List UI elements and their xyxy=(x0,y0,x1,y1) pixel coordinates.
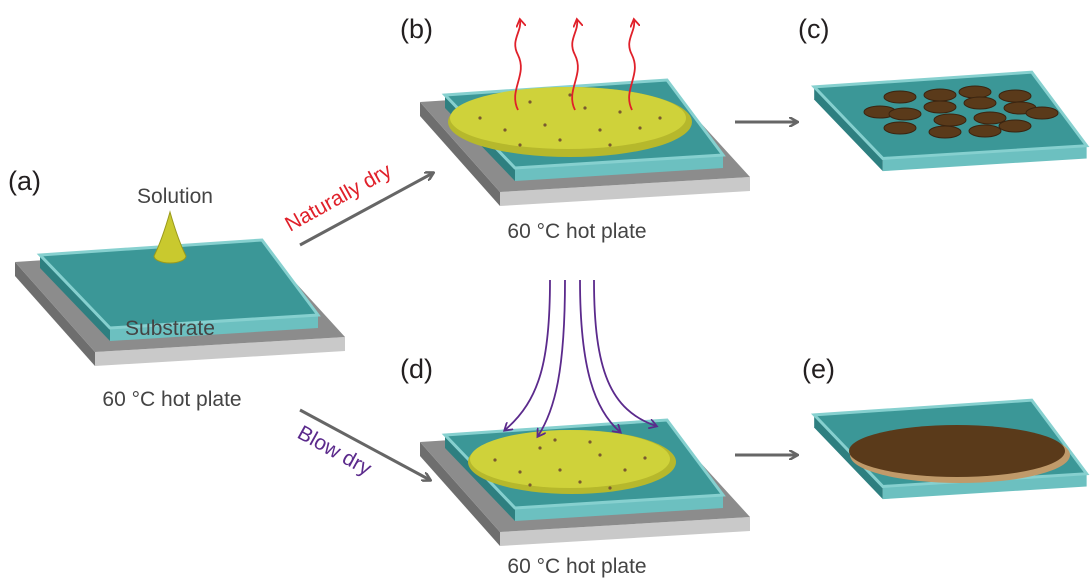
hot-plate-label: 60 °C hot plate xyxy=(507,555,646,578)
panel-label: (e) xyxy=(802,354,835,384)
panel-label: (a) xyxy=(8,166,41,196)
droplet-top xyxy=(470,430,670,488)
solution-label: Solution xyxy=(137,185,213,208)
substrate-label: Substrate xyxy=(125,317,215,340)
hot-plate-label: 60 °C hot plate xyxy=(507,220,646,243)
panel-label: (c) xyxy=(798,14,829,44)
dried-film xyxy=(849,425,1065,477)
diagram: (a) (b) (c) (d) (e) Solution Substrate 6… xyxy=(0,0,1091,580)
panel-label: (d) xyxy=(400,354,433,384)
hot-plate-label: 60 °C hot plate xyxy=(102,388,241,411)
page: (a) (b) (c) (d) (e) Solution Substrate 6… xyxy=(0,0,1091,580)
air-flow xyxy=(505,280,656,436)
panel-label: (b) xyxy=(400,14,433,44)
panel-a xyxy=(15,212,345,366)
droplet-top xyxy=(450,87,686,149)
